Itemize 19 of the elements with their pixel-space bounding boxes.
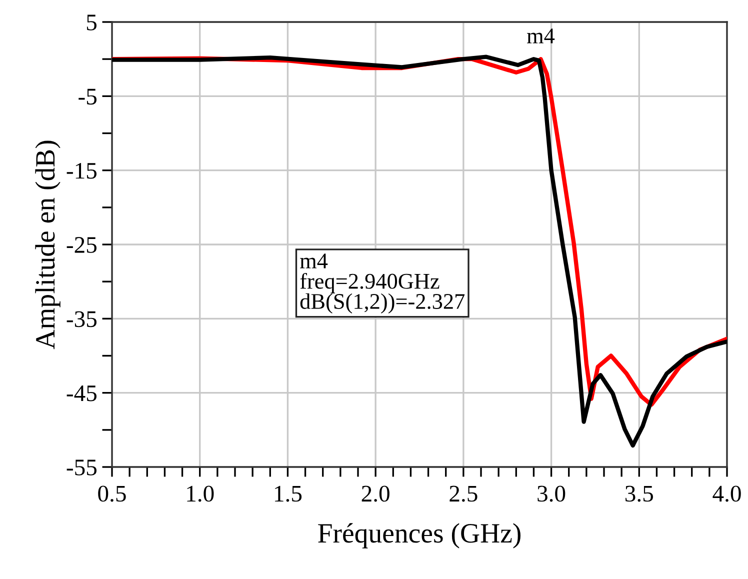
y-tick-label: 5 [86,14,96,30]
y-tick-label: -55 [66,460,96,476]
y-tick-label: -5 [78,88,96,105]
y-tick-label: -25 [66,237,96,253]
x-tick-label: 1.5 [275,486,302,502]
x-axis-title: Fréquences (GHz) [318,523,520,548]
annotation: m4 [527,28,555,44]
y-tick-label: -35 [66,311,96,328]
y-axis-title: Amplitude en (dB) [35,140,60,350]
y-tick-label: -45 [66,385,96,402]
x-tick-label: 1.0 [187,486,214,502]
x-tick-label: 3.5 [626,486,653,502]
y-tick-label: -15 [66,162,96,179]
x-tick-label: 3.0 [538,486,566,502]
x-tick-label: 2.0 [362,486,390,502]
annotation: m4 freq=2.940GHz dB(S(1,2))=-2.327 [300,254,465,314]
x-tick-label: 0.5 [98,486,126,502]
x-tick-label: 4.0 [712,486,741,502]
x-tick-label: 2.5 [450,486,478,502]
